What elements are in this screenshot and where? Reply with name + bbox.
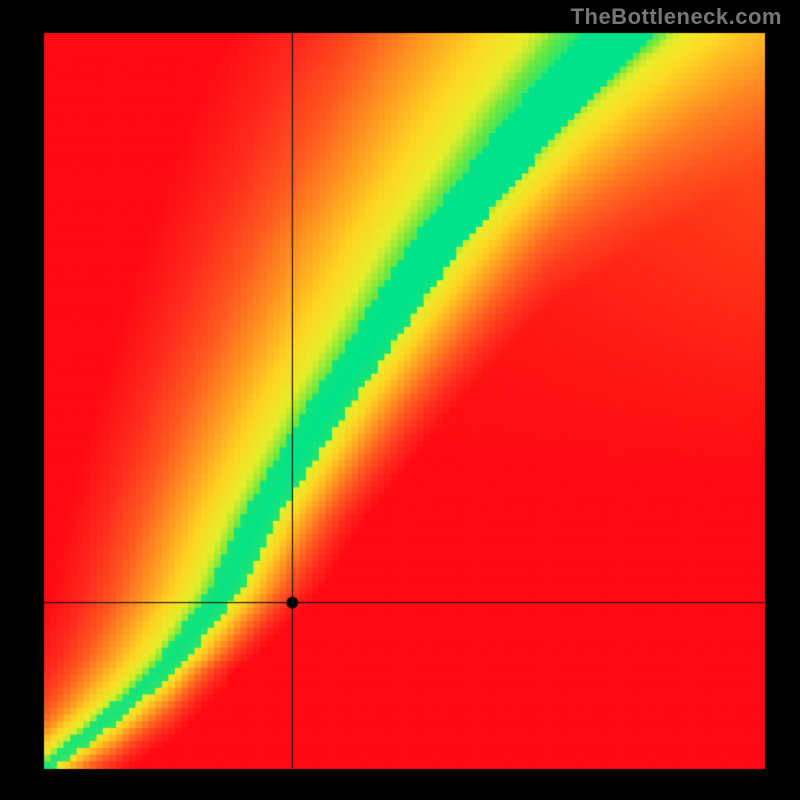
- chart-container: TheBottleneck.com: [0, 0, 800, 800]
- bottleneck-heatmap: [0, 0, 800, 800]
- watermark-text: TheBottleneck.com: [571, 4, 782, 30]
